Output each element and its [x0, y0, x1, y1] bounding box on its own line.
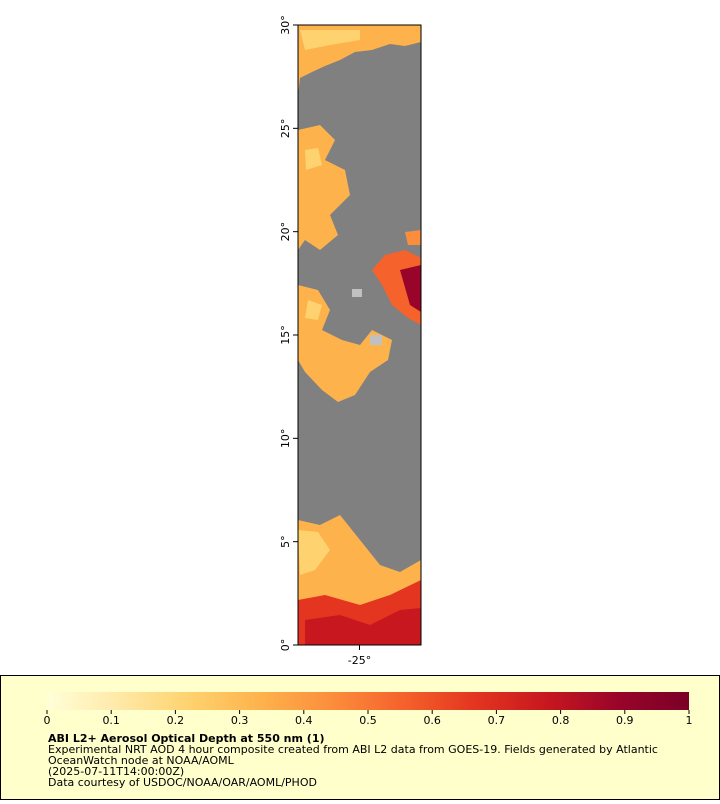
legend-line: Experimental NRT AOD 4 hour composite cr… [48, 743, 658, 756]
y-tick-label: 10° [279, 429, 292, 449]
colorbar-tick-label: 0.7 [488, 714, 506, 727]
x-tick-label: -25° [348, 654, 371, 667]
legend-line: OceanWatch node at NOAA/AOML [48, 754, 235, 767]
y-tick-label: 20° [279, 222, 292, 242]
colorbar-tick-label: 0 [44, 714, 51, 727]
colorbar-tick-label: 0.1 [102, 714, 120, 727]
legend-line: (2025-07-11T14:00:00Z) [48, 765, 184, 778]
colorbar-tick-label: 0.3 [231, 714, 249, 727]
y-tick-label: 30° [279, 15, 292, 35]
colorbar-tick-label: 0.5 [359, 714, 377, 727]
colorbar-tick-label: 0.6 [423, 714, 441, 727]
y-tick-label: 25° [279, 119, 292, 139]
axes: 0° 5° 10° 15° 20° 25° 30° -25° [279, 15, 371, 667]
y-tick-label: 15° [279, 325, 292, 345]
colorbar-tick-label: 1 [686, 714, 693, 727]
legend-line: Data courtesy of USDOC/NOAA/OAR/AOML/PHO… [48, 776, 317, 789]
colorbar-axis: 0 0.1 0.2 0.3 0.4 0.5 0.6 0.7 0.8 0.9 1 [44, 710, 693, 727]
colorbar-tick-label: 0.8 [552, 714, 570, 727]
legend-title: ABI L2+ Aerosol Optical Depth at 550 nm … [48, 732, 325, 745]
colorbar-tick-label: 0.4 [295, 714, 313, 727]
y-tick-label: 0° [279, 639, 292, 652]
colorbar [47, 692, 689, 710]
colorbar-tick-label: 0.2 [167, 714, 185, 727]
y-tick-label: 5° [279, 535, 292, 548]
colorbar-tick-label: 0.9 [616, 714, 634, 727]
map-image [298, 25, 421, 645]
